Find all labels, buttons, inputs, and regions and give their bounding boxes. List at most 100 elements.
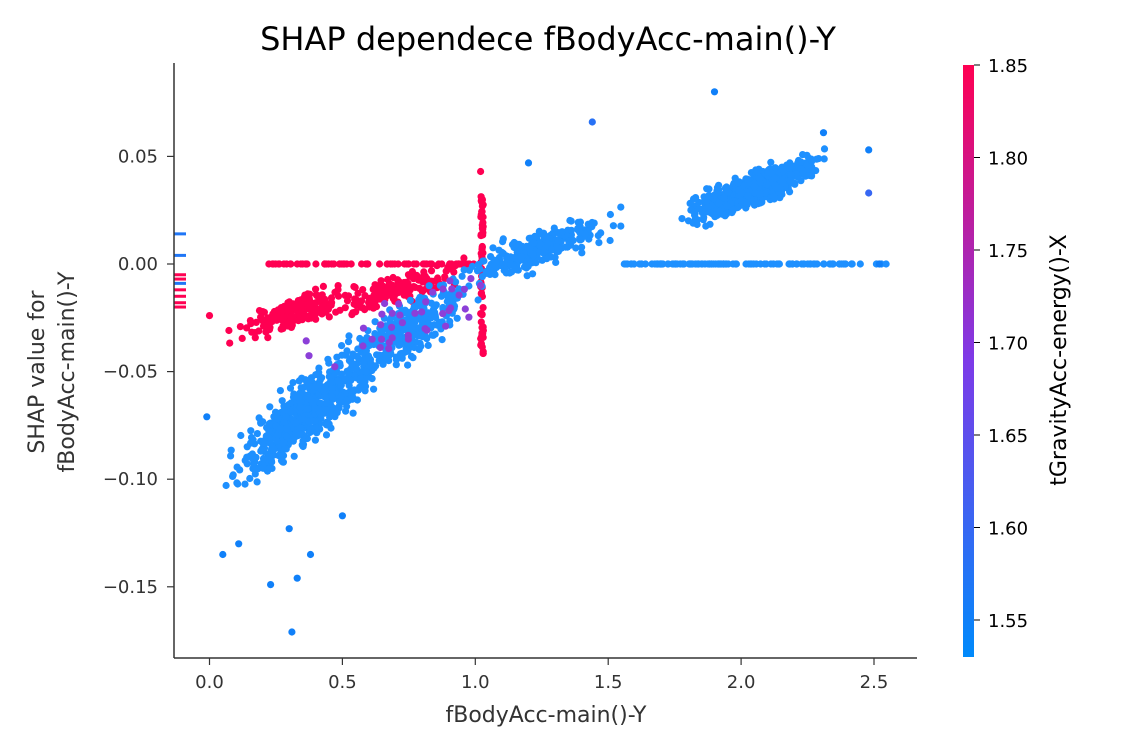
scatter-point xyxy=(418,308,426,316)
scatter-point xyxy=(287,260,295,268)
scatter-point xyxy=(474,296,482,304)
scatter-point xyxy=(770,193,778,201)
scatter-point xyxy=(442,267,450,275)
scatter-point xyxy=(819,129,828,137)
scatter-point xyxy=(588,219,596,227)
scatter-point xyxy=(312,371,320,379)
scatter-point xyxy=(385,345,393,353)
scatter-point xyxy=(266,323,274,331)
scatter-point xyxy=(428,260,436,268)
scatter-point xyxy=(343,396,351,404)
scatter-point xyxy=(455,291,463,299)
scatter-point xyxy=(274,306,282,314)
scatter-point xyxy=(550,224,558,232)
x-tick-label: 0.5 xyxy=(328,672,357,693)
y-axis-label-line2: fBodyAcc-main()-Y xyxy=(55,271,80,473)
scatter-point xyxy=(524,159,533,167)
scatter-point xyxy=(252,318,260,326)
scatter-point xyxy=(288,628,296,636)
scatter-point xyxy=(786,159,794,167)
scatter-point xyxy=(418,288,426,296)
scatter-point xyxy=(524,262,532,270)
scatter-point xyxy=(479,219,487,227)
scatter-point xyxy=(264,465,273,473)
scatter-point xyxy=(446,277,454,285)
scatter-point xyxy=(543,255,551,263)
scatter-point xyxy=(302,337,310,345)
scatter-point xyxy=(329,395,337,403)
colorbar-tick-label: 1.70 xyxy=(988,334,1028,355)
scatter-point xyxy=(617,222,625,230)
scatter-point xyxy=(297,384,305,392)
scatter-point xyxy=(251,334,259,342)
scatter-point xyxy=(341,304,349,312)
scatter-point xyxy=(389,295,397,303)
scatter-point xyxy=(465,266,473,274)
y-axis-ticks: −0.15 −0.10 −0.05 0.00 0.05 xyxy=(103,146,174,598)
scatter-point xyxy=(287,399,295,407)
scatter-point xyxy=(322,399,331,407)
scatter-point xyxy=(280,406,288,414)
scatter-point xyxy=(285,298,293,306)
scatter-point xyxy=(473,267,482,275)
scatter-point xyxy=(554,237,562,245)
colorbar-tick-label: 1.65 xyxy=(988,426,1028,447)
scatter-point xyxy=(312,285,320,293)
scatter-point xyxy=(353,365,361,373)
scatter-point xyxy=(558,228,566,236)
scatter-point xyxy=(465,313,473,321)
scatter-point xyxy=(383,260,391,268)
scatter-point xyxy=(368,335,376,343)
scatter-point xyxy=(254,465,262,473)
scatter-point xyxy=(259,454,268,463)
scatter-point xyxy=(767,158,775,166)
scatter-point xyxy=(267,581,275,589)
scatter-point xyxy=(698,260,706,268)
scatter-point xyxy=(331,369,339,377)
scatter-point xyxy=(226,339,234,347)
scatter-point xyxy=(724,188,732,196)
scatter-point xyxy=(438,260,446,268)
scatter-point xyxy=(338,342,346,350)
scatter-point xyxy=(377,335,386,343)
scatter-point xyxy=(266,403,274,411)
scatter-point xyxy=(804,260,812,268)
scatter-point xyxy=(479,349,487,357)
chart-title: SHAP dependece fBodyAcc-main()-Y xyxy=(260,20,836,58)
scatter-point xyxy=(657,260,665,268)
scatter-point xyxy=(479,257,487,265)
scatter-point xyxy=(710,191,719,199)
x-tick-label: 2.0 xyxy=(727,672,756,693)
scatter-point xyxy=(744,192,752,200)
scatter-point xyxy=(393,323,401,331)
scatter-point xyxy=(347,260,355,268)
colorbar-label: tGravityAcc-energy()-X xyxy=(1047,234,1072,486)
scatter-point xyxy=(376,343,384,352)
scatter-point xyxy=(257,447,265,455)
scatter-point xyxy=(875,260,883,268)
scatter-point xyxy=(703,185,711,193)
scatter-point xyxy=(337,392,345,400)
scatter-point xyxy=(478,202,486,210)
scatter-point xyxy=(235,540,243,548)
scatter-point xyxy=(673,260,681,268)
scatter-point xyxy=(393,276,402,284)
scatter-point xyxy=(392,353,401,361)
scatter-point xyxy=(793,260,801,268)
scatter-point xyxy=(282,425,291,433)
scatter-point xyxy=(396,311,404,319)
scatter-point xyxy=(381,299,389,308)
scatter-point xyxy=(288,304,297,312)
scatter-point xyxy=(285,525,293,533)
scatter-point xyxy=(785,260,794,268)
scatter-point xyxy=(408,321,417,330)
scatter-point xyxy=(334,292,343,300)
scatter-point xyxy=(352,301,360,309)
scatter-point xyxy=(382,354,390,362)
scatter-point xyxy=(263,424,271,432)
scatter-point xyxy=(276,387,284,395)
scatter-point xyxy=(687,260,695,268)
scatter-point xyxy=(543,234,551,242)
scatter-point xyxy=(502,269,510,277)
scatter-point xyxy=(797,158,805,166)
